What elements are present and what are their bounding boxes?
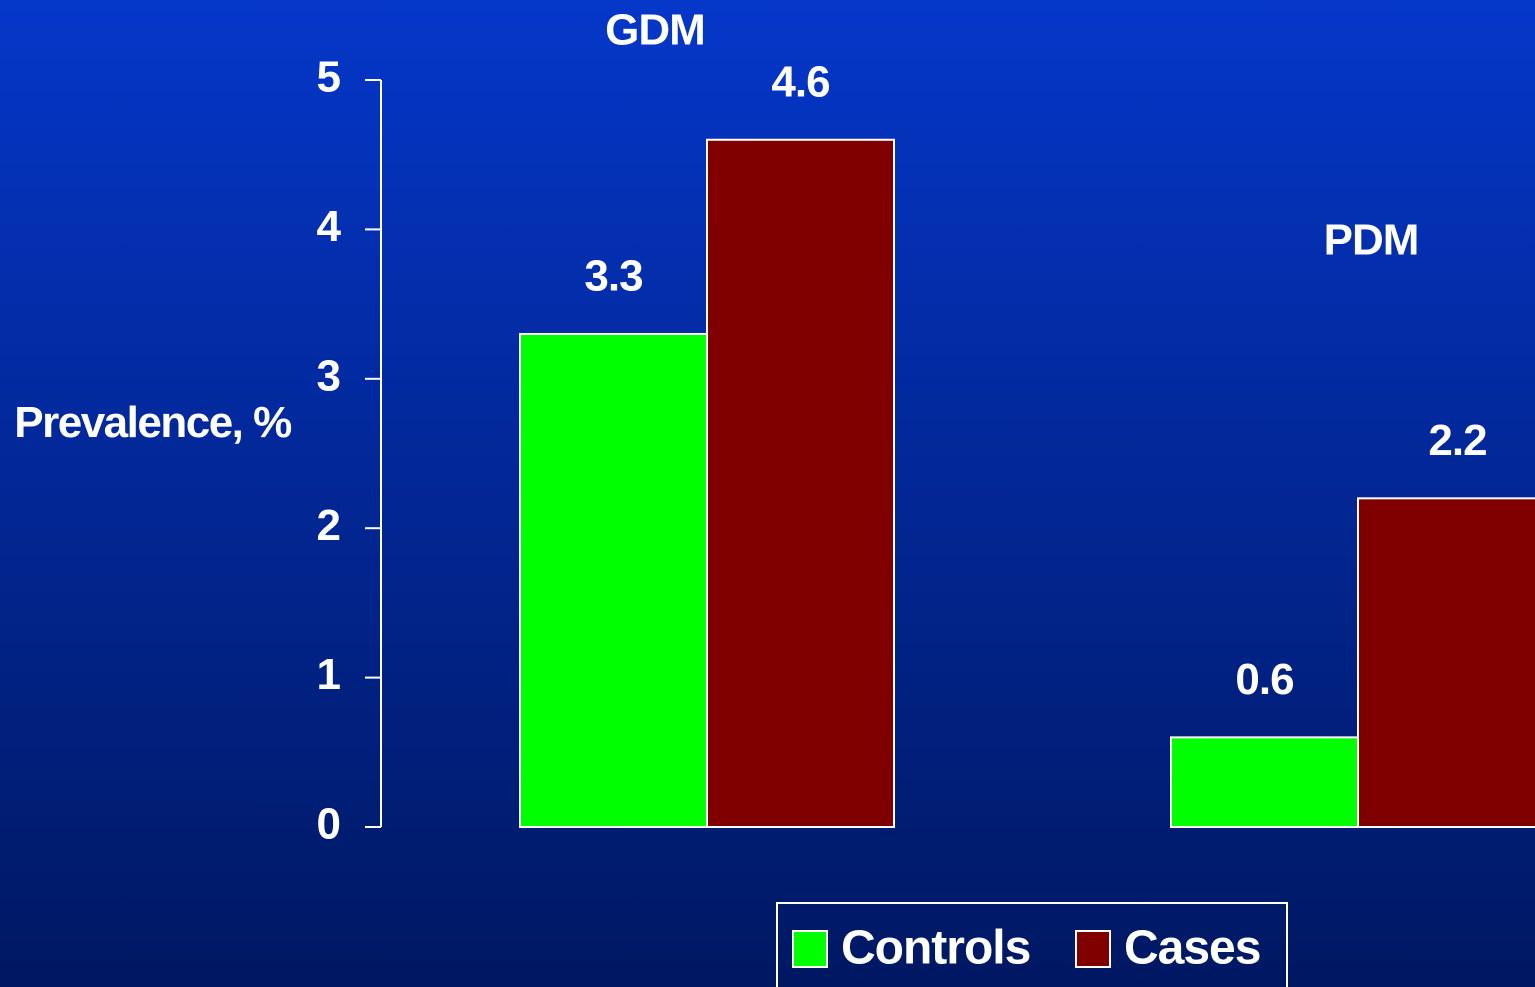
legend-swatch [792,930,828,968]
bar [519,332,708,828]
value-label: 2.2 [1428,416,1486,465]
y-tick-label: 3 [317,351,340,400]
legend-swatch [1075,930,1111,968]
y-axis-label: Prevalence, % [14,398,292,447]
value-label: 4.6 [771,57,829,106]
category-label: PDM [1324,216,1419,265]
y-tick-label: 2 [317,501,340,550]
y-tick-label: 0 [317,800,340,849]
y-tick-label: 1 [317,650,341,699]
legend-box [776,902,1288,987]
bar [706,138,895,828]
bar [1357,497,1535,828]
value-label: 0.6 [1235,655,1293,704]
value-label: 3.3 [584,252,642,301]
bar [1170,736,1359,828]
category-label: GDM [605,6,705,55]
y-tick-label: 5 [317,53,341,102]
legend-label: Controls [841,922,1030,975]
legend-label: Cases [1124,922,1260,975]
y-tick-label: 4 [317,202,342,251]
